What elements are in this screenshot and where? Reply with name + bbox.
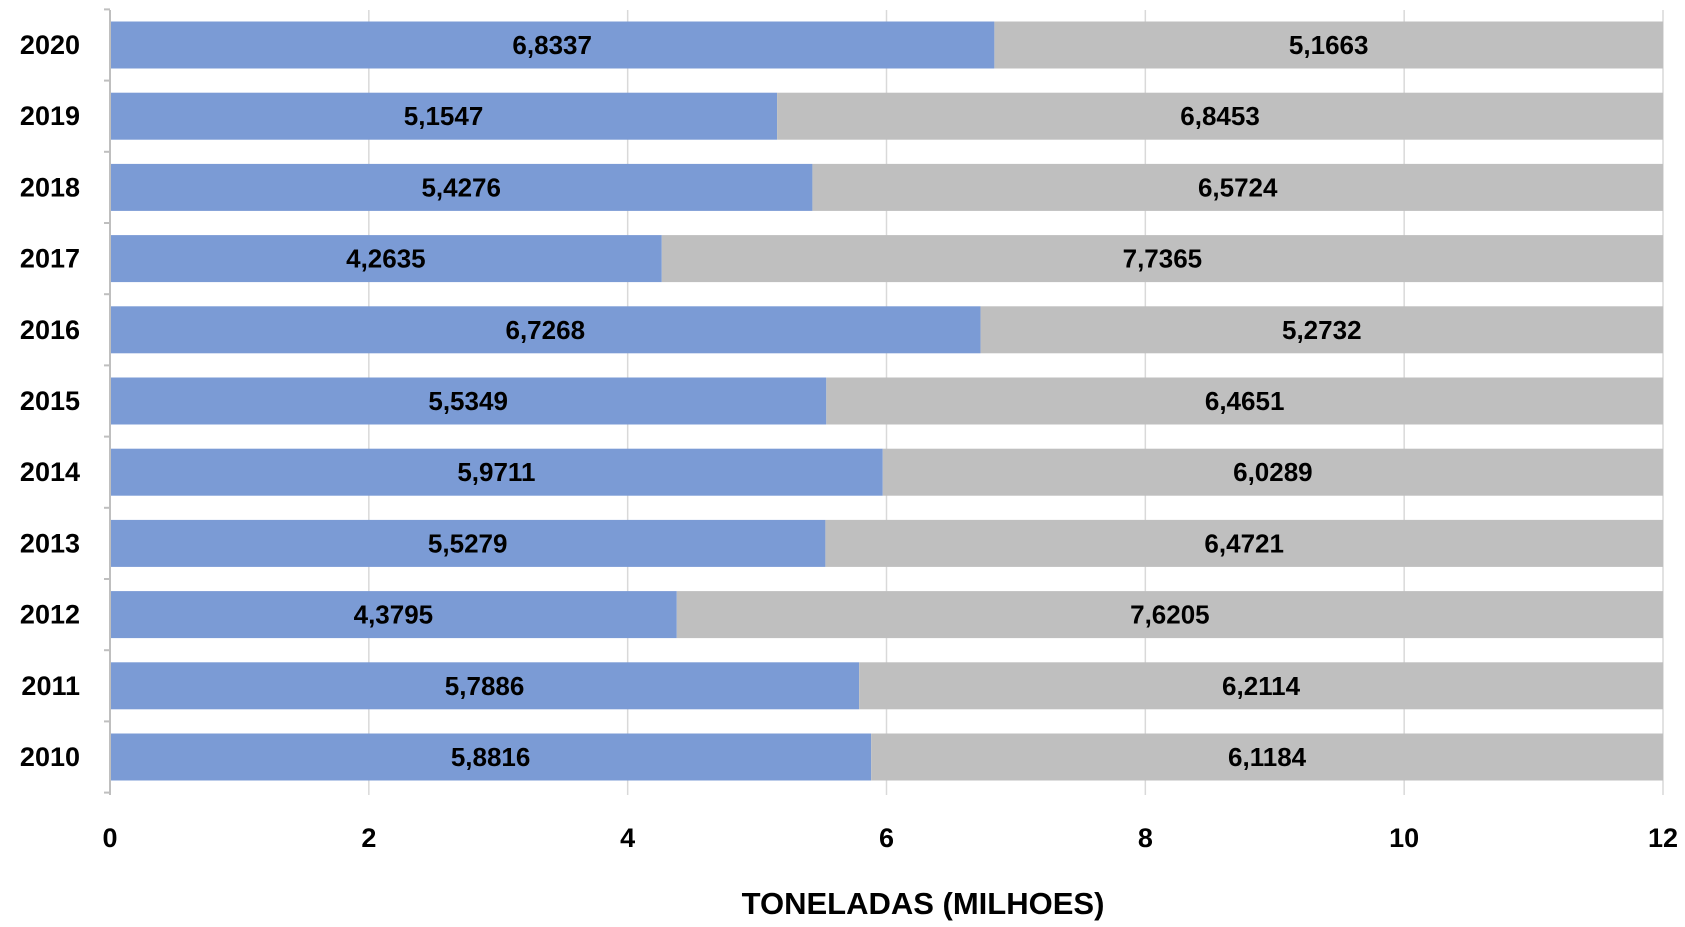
data-label: 6,2114 [1222, 671, 1301, 701]
category-label: 2015 [20, 386, 80, 416]
bar-segment [980, 306, 1663, 354]
category-label: 2011 [21, 671, 80, 701]
data-label: 6,5724 [1198, 172, 1278, 202]
bar-segment [110, 306, 981, 354]
axes: 0 2 4 6 8 10 12 2020 2019 2018 2017 2016 2015 2014 201… [20, 8, 1678, 853]
bar-segment [110, 662, 860, 710]
bar-segment [882, 448, 1663, 496]
bar-segment [110, 163, 813, 211]
bar-segment [812, 163, 1663, 211]
data-labels: 6,8337 5,1663 5,1547 6,8453 5,4276 6,5724 4,26… [346, 30, 1368, 772]
x-tick-label: 0 [102, 823, 117, 853]
data-label: 5,4276 [421, 172, 501, 202]
x-tick-label: 12 [1648, 823, 1678, 853]
bar-segment [994, 21, 1663, 69]
data-label: 5,1663 [1289, 30, 1369, 60]
x-tick-label: 6 [879, 823, 894, 853]
data-label: 5,8816 [451, 742, 531, 772]
data-label: 7,7365 [1123, 244, 1203, 274]
x-tick-label: 8 [1138, 823, 1153, 853]
data-label: 6,4651 [1205, 386, 1285, 416]
bar-segment [110, 519, 826, 567]
data-label: 6,1184 [1228, 742, 1307, 772]
bar-segment [825, 519, 1663, 567]
bar-segment [676, 591, 1663, 639]
bar-segment [110, 235, 662, 283]
category-label: 2016 [20, 315, 80, 345]
data-label: 6,8453 [1180, 101, 1260, 131]
x-tick-label: 4 [620, 823, 635, 853]
bar-segment [110, 92, 778, 140]
x-axis-title: TONELADAS (MILHOES) [742, 886, 1105, 921]
bar-segment [110, 21, 995, 69]
data-label: 5,2732 [1282, 315, 1362, 345]
data-label: 5,5279 [428, 528, 508, 558]
category-label: 2014 [20, 457, 80, 487]
bar-segment [826, 377, 1663, 425]
x-tick-label: 10 [1389, 823, 1419, 853]
bar-segment [110, 377, 827, 425]
bar-segment [777, 92, 1663, 140]
category-label: 2019 [20, 101, 80, 131]
data-label: 6,8337 [512, 30, 592, 60]
data-label: 5,9711 [457, 457, 535, 487]
bars [110, 21, 1663, 781]
data-label: 7,6205 [1130, 600, 1210, 630]
category-label: 2010 [20, 742, 80, 772]
data-label: 5,5349 [428, 386, 508, 416]
data-label: 6,0289 [1233, 457, 1313, 487]
data-label: 6,4721 [1204, 528, 1284, 558]
data-label: 5,7886 [445, 671, 525, 701]
category-label: 2012 [20, 600, 80, 630]
data-label: 6,7268 [506, 315, 586, 345]
bar-segment [871, 733, 1663, 781]
category-label: 2018 [20, 172, 80, 202]
category-label: 2013 [20, 528, 80, 558]
category-label: 2017 [20, 244, 80, 274]
x-tick-label: 2 [361, 823, 376, 853]
data-label: 5,1547 [404, 101, 484, 131]
bar-segment [661, 235, 1663, 283]
bar-segment [110, 448, 883, 496]
bar-segment [110, 591, 677, 639]
data-label: 4,3795 [354, 600, 434, 630]
data-label: 4,2635 [346, 244, 426, 274]
bar-segment [859, 662, 1663, 710]
category-label: 2020 [20, 30, 80, 60]
bar-segment [110, 733, 872, 781]
